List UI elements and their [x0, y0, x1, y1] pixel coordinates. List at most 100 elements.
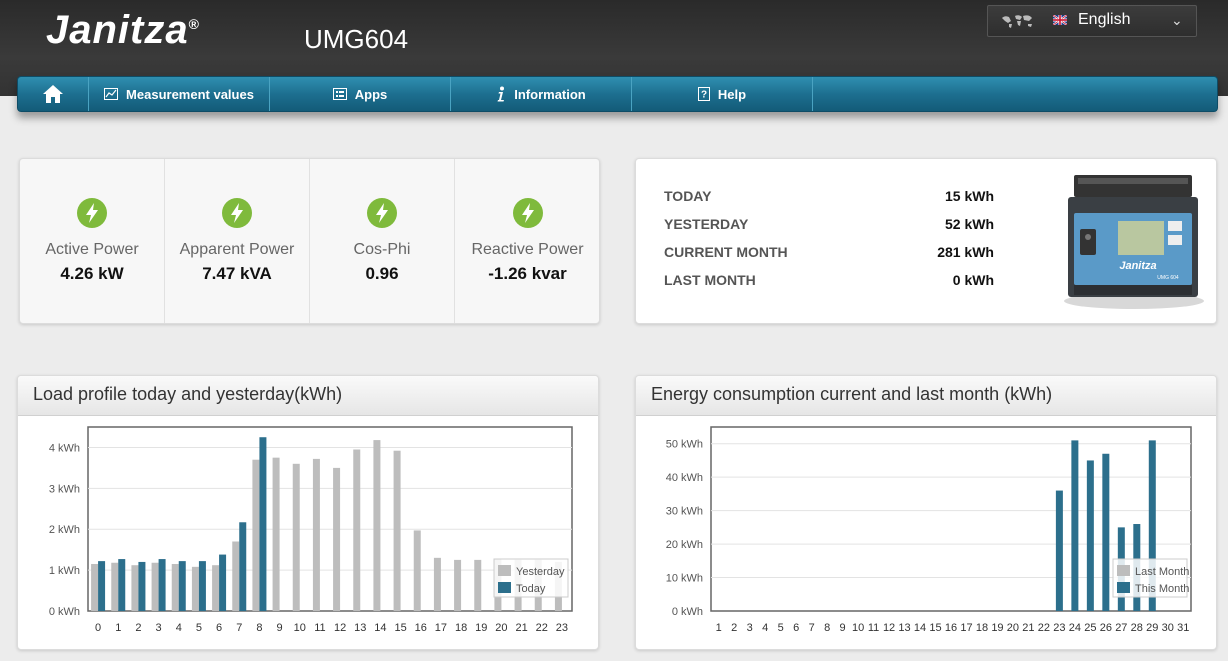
plot-area [710, 426, 1192, 612]
energy-row-today: TODAY 15 kWh [664, 188, 994, 210]
bar-yesterday[interactable] [333, 467, 341, 611]
nav-information[interactable]: Information [451, 77, 632, 111]
power-summary-panel: Active Power 4.26 kW Apparent Power 7.47… [19, 158, 600, 324]
lightning-icon [367, 198, 397, 228]
x-tick-label: 26 [1100, 622, 1112, 634]
bar-yesterday[interactable] [232, 541, 240, 611]
bar-yesterday[interactable] [191, 566, 199, 611]
energy-label: CURRENT MONTH [664, 244, 788, 260]
x-tick-label: 5 [196, 622, 202, 634]
x-tick-label: 7 [809, 622, 815, 634]
bar-today[interactable] [138, 561, 146, 611]
bar-yesterday[interactable] [413, 530, 421, 611]
x-tick-label: 15 [929, 622, 941, 634]
bar-yesterday[interactable] [111, 562, 119, 611]
lightning-icon [222, 198, 252, 228]
x-tick-label: 10 [294, 622, 306, 634]
bar-yesterday[interactable] [91, 563, 99, 611]
x-tick-label: 29 [1146, 622, 1158, 634]
brand-name: Janitza [46, 8, 189, 52]
nav-home[interactable] [18, 77, 89, 111]
x-tick-label: 23 [1053, 622, 1065, 634]
legend-swatch [1117, 582, 1130, 593]
kpi-label: Active Power [45, 241, 139, 258]
x-tick-label: 6 [793, 622, 799, 634]
apps-icon [332, 88, 347, 100]
x-tick-label: 20 [495, 622, 507, 634]
bar-today[interactable] [259, 437, 267, 611]
bar-today[interactable] [239, 522, 247, 611]
bar-this-month[interactable] [1102, 453, 1110, 611]
y-tick-label: 50 kWh [666, 439, 703, 451]
x-tick-label: 17 [435, 622, 447, 634]
x-tick-label: 15 [394, 622, 406, 634]
bar-yesterday[interactable] [252, 459, 260, 611]
kpi-cos-phi: Cos-Phi 0.96 [310, 159, 455, 323]
load-profile-panel: Load profile today and yesterday(kWh) 0 … [17, 375, 599, 650]
bar-this-month[interactable] [1055, 490, 1063, 611]
legend-label[interactable]: Today [516, 583, 546, 595]
bar-yesterday[interactable] [151, 562, 159, 611]
x-tick-label: 5 [778, 622, 784, 634]
x-tick-label: 7 [236, 622, 242, 634]
bar-this-month[interactable] [1086, 460, 1094, 611]
bar-yesterday[interactable] [312, 458, 320, 611]
bar-today[interactable] [219, 554, 227, 611]
bar-yesterday[interactable] [373, 440, 381, 611]
x-tick-label: 28 [1131, 622, 1143, 634]
bar-today[interactable] [98, 561, 106, 611]
bar-yesterday[interactable] [292, 463, 300, 611]
kpi-label: Apparent Power [179, 241, 295, 258]
legend-swatch [1117, 565, 1130, 576]
legend-label[interactable]: This Month [1135, 583, 1189, 595]
kpi-label: Cos-Phi [353, 241, 411, 258]
x-tick-label: 22 [1038, 622, 1050, 634]
bar-today[interactable] [178, 561, 186, 611]
energy-row-yesterday: YESTERDAY 52 kWh [664, 216, 994, 238]
y-tick-label: 40 kWh [666, 472, 703, 484]
bar-today[interactable] [198, 561, 206, 611]
x-tick-label: 30 [1162, 622, 1174, 634]
x-tick-label: 19 [991, 622, 1003, 634]
uk-flag-icon [1053, 15, 1067, 25]
x-tick-label: 8 [256, 622, 262, 634]
y-tick-label: 3 kWh [49, 483, 80, 495]
energy-row-last-month: LAST MONTH 0 kWh [664, 272, 994, 294]
x-tick-label: 31 [1177, 622, 1189, 634]
x-tick-label: 16 [415, 622, 427, 634]
bar-today[interactable] [118, 559, 126, 611]
x-tick-label: 16 [945, 622, 957, 634]
energy-value: 52 kWh [944, 216, 994, 232]
x-tick-label: 2 [731, 622, 737, 634]
bar-yesterday[interactable] [454, 559, 462, 611]
energy-consumption-title: Energy consumption current and last mont… [636, 376, 1216, 416]
home-icon [43, 85, 63, 103]
bar-yesterday[interactable] [353, 449, 361, 611]
bar-yesterday[interactable] [393, 450, 401, 611]
bar-yesterday[interactable] [474, 559, 482, 611]
registered-mark: ® [188, 16, 200, 32]
x-tick-label: 13 [898, 622, 910, 634]
x-tick-label: 21 [515, 622, 527, 634]
bar-yesterday[interactable] [212, 565, 220, 611]
bar-this-month[interactable] [1071, 440, 1079, 611]
brand-logo[interactable]: Janitza® [46, 8, 200, 53]
bar-yesterday[interactable] [171, 563, 179, 611]
legend-label[interactable]: Yesterday [516, 566, 565, 578]
language-select[interactable]: English ⌄ [987, 5, 1197, 37]
bar-yesterday[interactable] [433, 557, 441, 611]
nav-apps[interactable]: Apps [270, 77, 451, 111]
x-tick-label: 22 [536, 622, 548, 634]
x-tick-label: 27 [1115, 622, 1127, 634]
bar-yesterday[interactable] [131, 565, 139, 611]
bar-yesterday[interactable] [272, 457, 280, 611]
nav-measurement-values[interactable]: Measurement values [89, 77, 270, 111]
chart-legend: Last Month This Month [1112, 558, 1189, 598]
legend-label[interactable]: Last Month [1135, 566, 1189, 578]
energy-label: YESTERDAY [664, 216, 749, 232]
x-tick-label: 9 [277, 622, 283, 634]
bar-this-month[interactable] [1148, 440, 1156, 611]
nav-help[interactable]: ? Help [632, 77, 813, 111]
bar-today[interactable] [158, 559, 166, 611]
kpi-active-power: Active Power 4.26 kW [20, 159, 165, 323]
